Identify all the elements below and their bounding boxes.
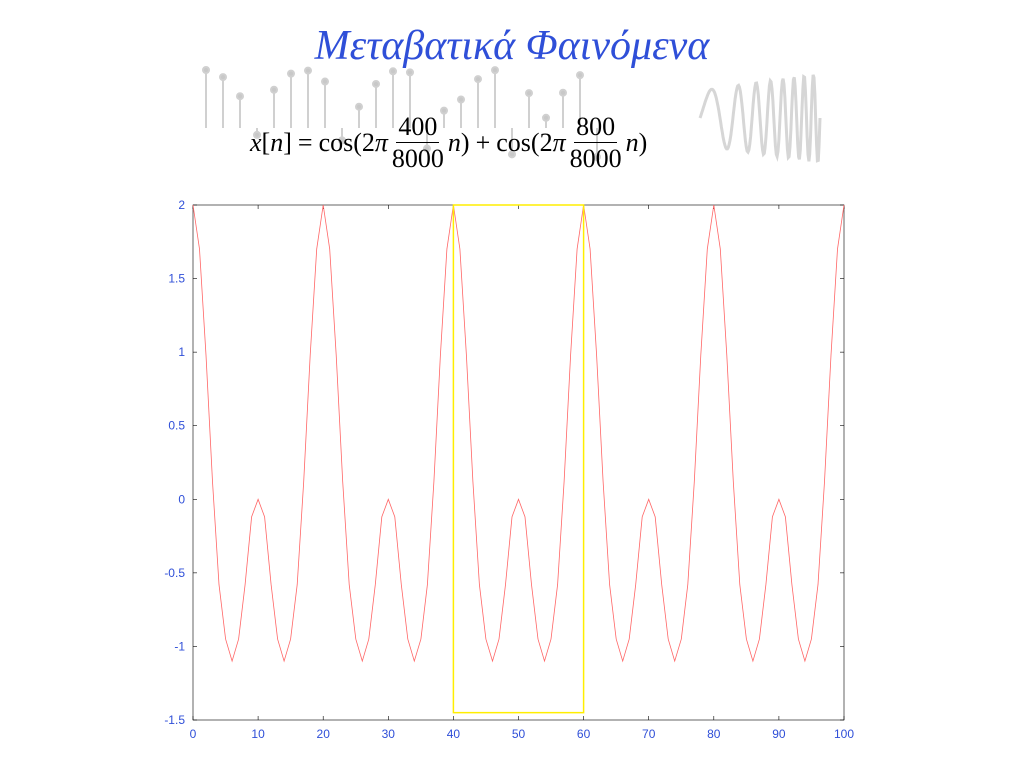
formula-close-2: )	[638, 128, 648, 157]
formula-pi-1: π	[374, 128, 388, 157]
y-tick-label: -0.5	[164, 566, 185, 580]
banner-stem-dot	[287, 69, 295, 78]
formula-fraction-1-denominator: 8000	[391, 143, 444, 173]
x-tick-label: 20	[317, 727, 331, 741]
highlight-region	[452, 204, 585, 714]
plot-area	[192, 204, 845, 721]
banner-stem-dot	[423, 144, 431, 153]
formula-close-1: )	[460, 128, 470, 157]
banner-stem-dot	[576, 71, 584, 80]
banner-stem-dot	[270, 85, 278, 94]
y-tick-label: 2	[178, 198, 185, 212]
y-tick-label: -1	[174, 639, 185, 653]
formula-equals: =	[297, 128, 313, 157]
banner-stem-dot	[253, 130, 261, 139]
y-tick-label: 1.5	[168, 272, 185, 286]
formula-fraction-2-denominator: 8000	[569, 143, 622, 173]
banner-stem-dot	[457, 95, 465, 104]
formula: x [ n ] = cos(2 π 400 8000 n ) + cos(2 π…	[250, 108, 647, 178]
formula-n-2: n	[625, 128, 639, 157]
x-tick-label: 100	[834, 727, 854, 741]
y-tick-label: 0	[178, 492, 185, 506]
slide-title: Μεταβατικά Φαινόμενα	[314, 23, 710, 69]
x-tick-label: 40	[447, 727, 461, 741]
x-tick-label: 50	[512, 727, 526, 741]
banner-stem-dot	[593, 152, 601, 161]
banner-stem-dot	[542, 113, 550, 122]
banner-stem-dot	[372, 79, 380, 88]
formula-n-1: n	[447, 128, 461, 157]
banner-stem-dot	[491, 66, 499, 75]
banner-stem-dot	[525, 89, 533, 98]
x-tick-label: 10	[251, 727, 265, 741]
formula-lhs-var: x	[250, 128, 262, 157]
banner-stem-dot	[508, 150, 516, 159]
x-tick-label: 80	[707, 727, 721, 741]
banner-stem-dot	[440, 106, 448, 115]
banner-stem-dot	[559, 88, 567, 97]
y-tick-label: 1	[178, 345, 185, 359]
formula-fraction-2-numerator: 800	[574, 111, 618, 143]
y-tick-label: -1.5	[164, 713, 185, 727]
x-tick-label: 0	[190, 727, 197, 741]
y-tick-label: 0.5	[168, 419, 185, 433]
x-tick-label: 60	[577, 727, 591, 741]
series-line	[192, 204, 845, 663]
banner-stem-dot	[219, 73, 227, 82]
formula-pi-2: π	[552, 128, 566, 157]
banner-stem-dot	[474, 75, 482, 84]
x-tick-label: 30	[382, 727, 396, 741]
banner-stem-dot	[338, 136, 346, 145]
formula-lhs-index: n	[270, 128, 284, 157]
formula-plus: +	[475, 128, 491, 157]
formula-fraction-1-numerator: 400	[396, 111, 440, 143]
banner-stem-dot	[202, 66, 210, 74]
x-tick-label: 70	[642, 727, 656, 741]
banner-stem-dot	[406, 68, 414, 77]
formula-cos-1: cos(2	[318, 128, 375, 157]
banner-stem-dot	[355, 102, 363, 111]
banner-stem-dot	[304, 66, 312, 75]
formula-fraction-2: 800 8000	[570, 112, 622, 175]
banner-stem-dot	[389, 67, 397, 76]
formula-cos-2: cos(2	[496, 128, 553, 157]
formula-fraction-1: 400 8000	[392, 112, 444, 175]
banner-stem-dot	[321, 77, 329, 86]
banner-stem-dot	[236, 92, 244, 101]
formula-lhs-open: [	[261, 128, 271, 157]
x-tick-label: 90	[772, 727, 786, 741]
banner-decoration	[202, 66, 822, 163]
formula-lhs-close: ]	[283, 128, 292, 157]
